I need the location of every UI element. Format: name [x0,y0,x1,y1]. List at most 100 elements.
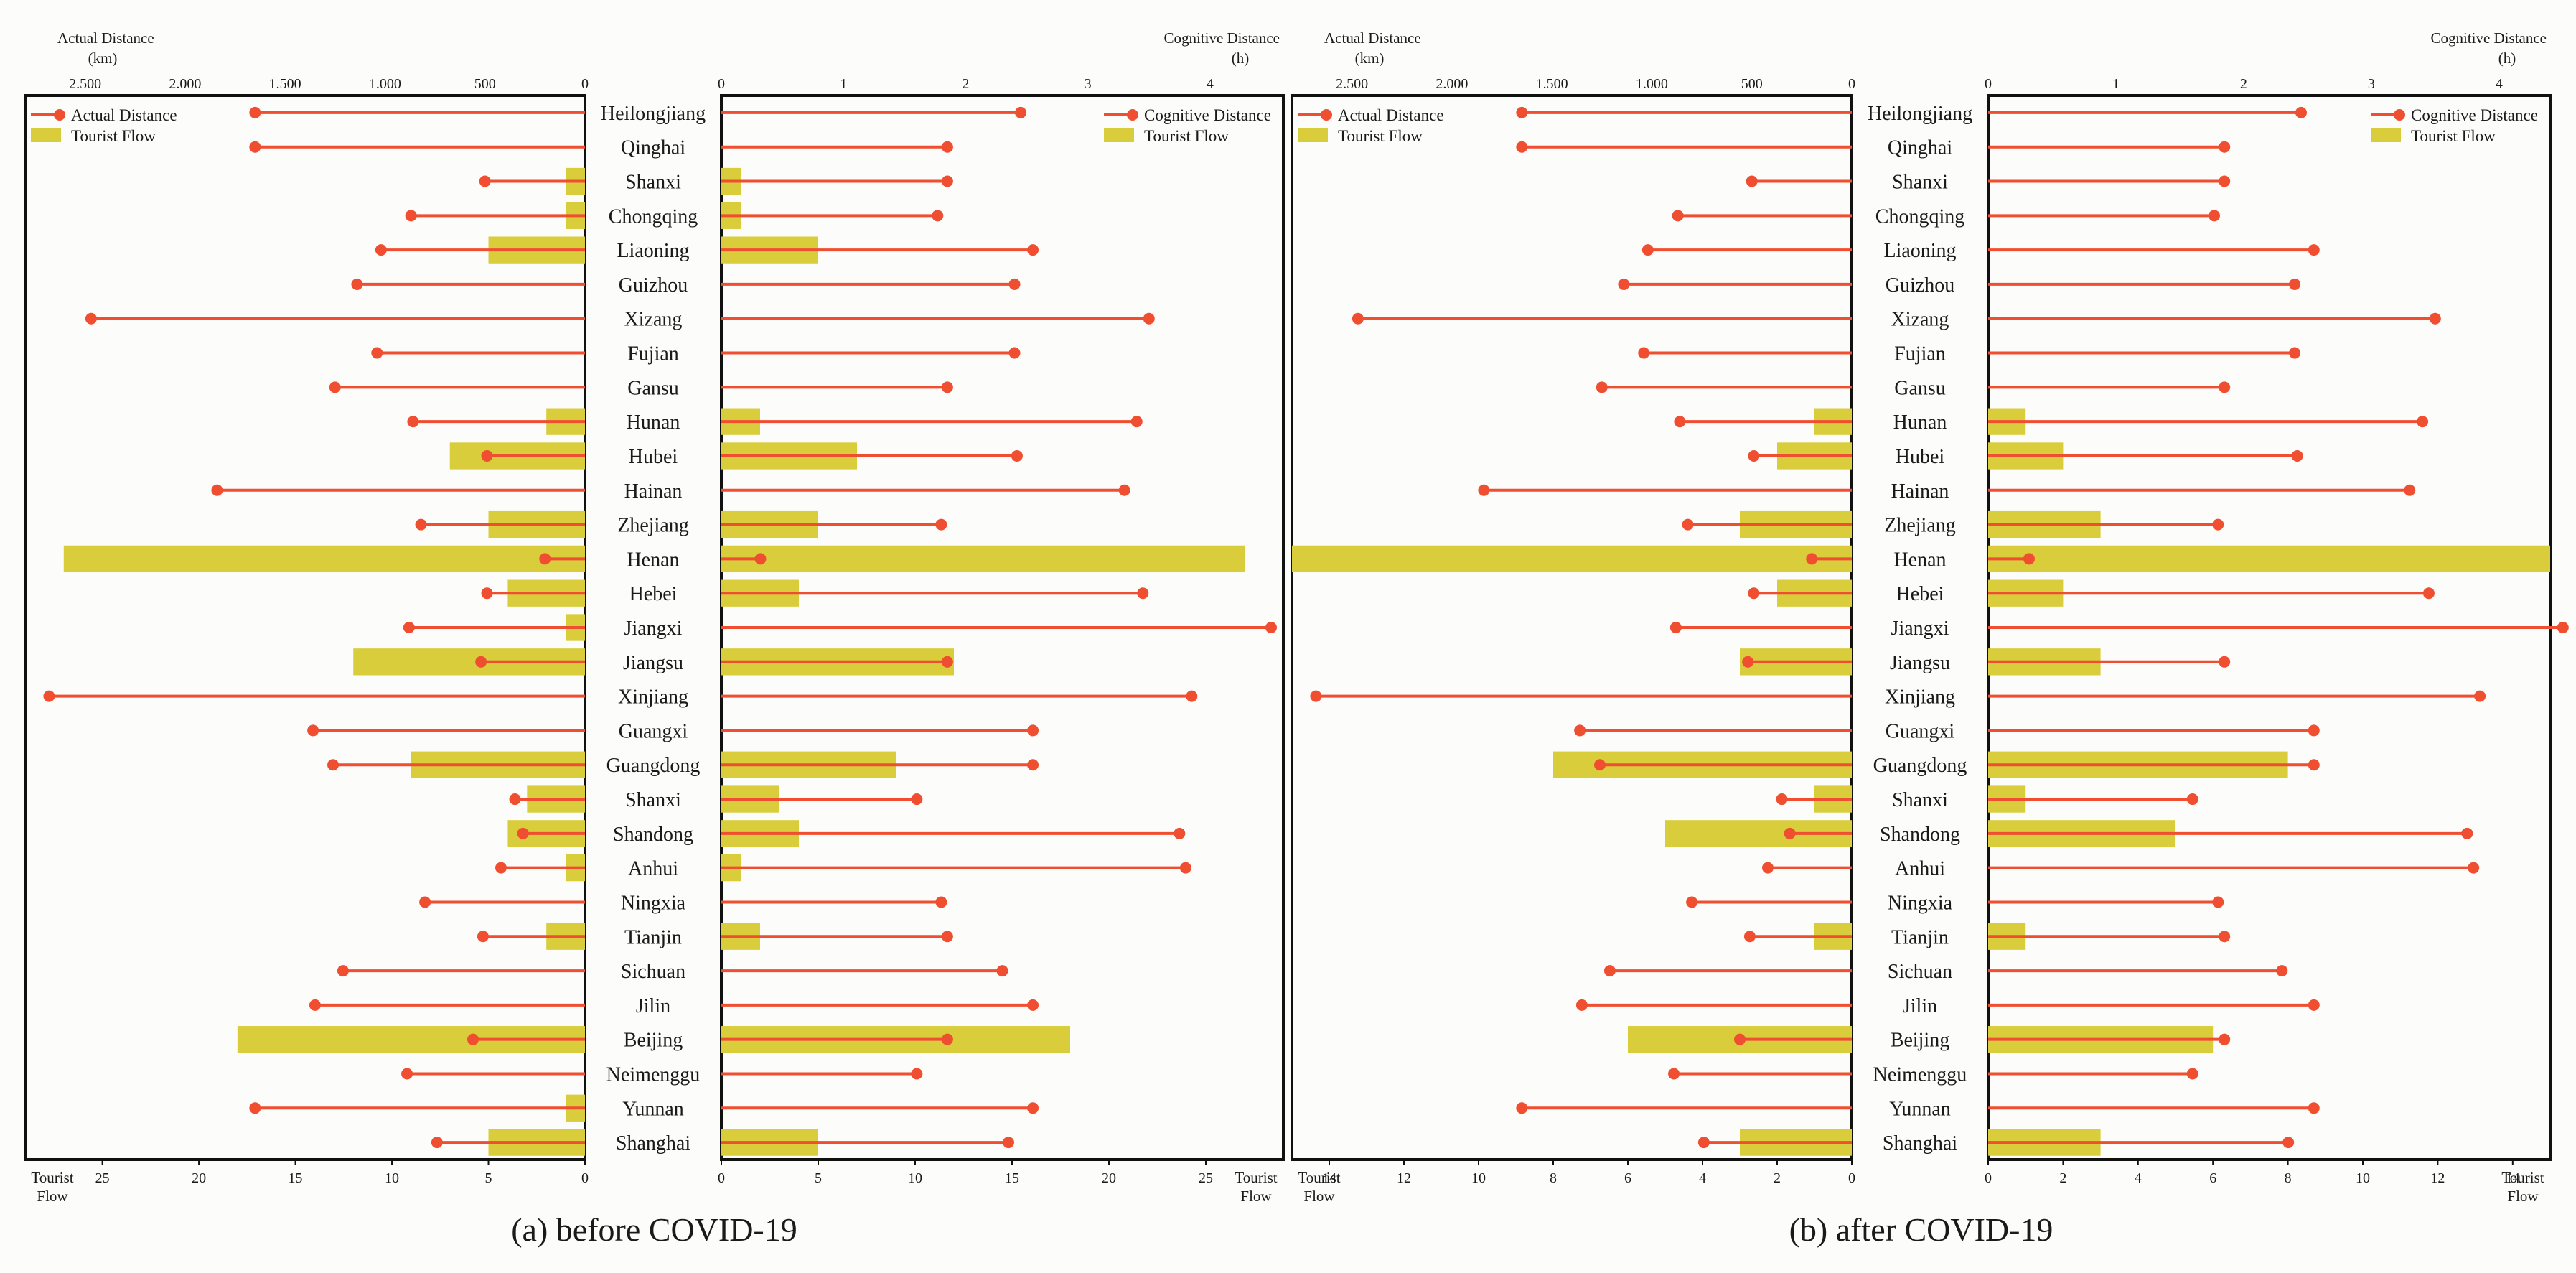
actual-distance-point [371,347,383,359]
legend-actual-label: Actual Distance [1338,106,1444,124]
actual-distance-point [495,862,507,874]
legend-cognitive-marker [2394,109,2405,121]
cognitive-distance-point [1137,587,1149,600]
flow-tick-label: 10 [908,1170,922,1186]
actual-distance-point [1575,999,1588,1011]
province-label: Jiangsu [1890,652,1950,674]
tourist-flow-axis-title: Tourist [1235,1169,1277,1186]
actual-distance-point [1746,175,1758,187]
province-label: Chongqing [609,205,698,228]
actual-distance-point [407,416,419,428]
cognitive-distance-point [2429,312,2441,325]
cognitive-distance-axis-title: Cognitive Distance [1163,29,1280,47]
province-label: Jiangxi [1891,617,1949,640]
actual-distance-point [1352,312,1364,325]
flow-tick-label: 5 [485,1170,492,1186]
flow-tick-label: 20 [1102,1170,1116,1186]
panel-before: Actual Distance (km) Cognitive Distance (h)… [24,29,1285,1248]
actual-distance-point [211,484,223,496]
cognitive-distance-point [2291,449,2303,462]
actual-distance-point [351,278,363,290]
province-label: Hainan [1891,480,1949,503]
actual-distance-point [415,518,427,531]
province-label: Guizhou [619,274,688,297]
cognitive-distance-point [2289,347,2301,359]
actual-distance-point [1734,1033,1746,1045]
actual-distance-point [517,827,529,839]
cognitive-distance-point [2186,793,2198,806]
province-label: Hebei [1896,583,1944,605]
province-label: Shanxi [1892,789,1948,811]
legend-actual-marker [54,109,65,121]
actual-distance-point [1574,724,1586,737]
cognitive-distance-point [1118,484,1130,496]
flow-tick-label: 0 [718,1170,725,1186]
province-label: Hebei [629,583,678,605]
actual-distance-point [1672,210,1684,222]
cognitive-distance-point [2404,484,2416,496]
actual-distance-point [405,210,417,222]
province-label: Guangdong [606,755,701,777]
actual-distance-tick-label: 1.500 [1536,76,1568,92]
actual-distance-point [1603,965,1616,977]
province-label: Neimenggu [606,1063,701,1086]
cognitive-distance-point [1130,416,1143,428]
actual-distance-point [509,793,521,806]
cognitive-distance-point [2308,724,2320,737]
province-label: Yunnan [1889,1098,1951,1120]
cognitive-distance-point [941,175,953,187]
actual-distance-tick-label: 0 [1848,76,1855,92]
cognitive-distance-tick-label: 3 [2368,76,2375,92]
province-label: Shanxi [625,789,681,811]
cognitive-distance-axis-unit: (h) [1232,50,1250,67]
cognitive-distance-point [2186,1068,2198,1080]
cognitive-distance-point [941,141,953,153]
cognitive-distance-point [1027,999,1039,1011]
flow-tick-label: 15 [289,1170,303,1186]
province-label: Tianjin [1891,926,1949,948]
cognitive-distance-tick-label: 2 [2240,76,2247,92]
cognitive-distance-point [1174,827,1186,839]
actual-distance-tick-label: 1.000 [369,76,401,92]
actual-distance-tick-label: 2.000 [1435,76,1468,92]
flow-tick-label: 8 [1550,1170,1557,1186]
actual-distance-tick-label: 1.500 [269,76,301,92]
province-label: Henan [627,549,679,571]
cognitive-distance-point [1008,347,1021,359]
actual-distance-axis-unit: (km) [1355,50,1385,67]
flow-tick-label: 15 [1005,1170,1019,1186]
province-label: Henan [1893,549,1946,571]
cognitive-distance-point [1179,862,1191,874]
tourist-flow-bar-right [1988,545,2550,573]
province-label: Liaoning [617,240,689,262]
cognitive-distance-point [2417,416,2429,428]
legend-cognitive-label: Cognitive Distance [1144,106,1271,124]
legend-flow-label: Tourist Flow [1338,127,1423,145]
actual-distance-point [1516,141,1528,153]
cognitive-distance-point [1027,244,1039,256]
province-label: Beijing [1891,1030,1949,1052]
cognitive-distance-point [754,553,767,565]
province-label: Anhui [1895,858,1945,880]
cognitive-distance-point [2219,175,2231,187]
actual-distance-point [1516,1102,1528,1114]
province-label: Jilin [636,995,670,1017]
province-label: Jiangxi [624,617,683,640]
actual-distance-point [1478,484,1490,496]
tourist-flow-axis-title: Tourist [31,1169,73,1186]
actual-distance-point [481,587,493,600]
province-label: Ningxia [1888,892,1953,914]
cognitive-distance-point [996,965,1008,977]
actual-distance-point [1618,278,1630,290]
actual-distance-point [475,656,487,668]
actual-distance-axis-title: Actual Distance [1324,29,1421,47]
actual-distance-point [401,1068,413,1080]
actual-distance-point [1784,827,1796,839]
flow-tick-label: 0 [581,1170,589,1186]
panel-after: Actual Distance (km) Cognitive Distance (h)… [1291,29,2569,1248]
legend-actual-marker [1321,109,1332,121]
cognitive-distance-tick-label: 0 [718,76,725,92]
cognitive-distance-tick-label: 1 [2112,76,2120,92]
actual-distance-point [307,724,319,737]
